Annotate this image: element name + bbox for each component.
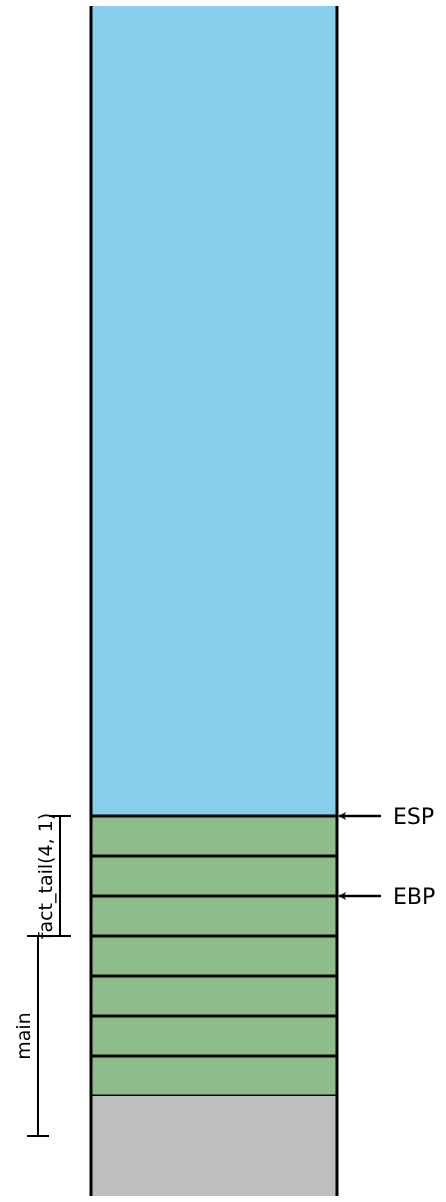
stack-slot <box>89 894 339 938</box>
fact-tail-frame-bracket: fact_tail(4, 1) <box>35 813 71 939</box>
stack-slot <box>89 854 339 898</box>
stack-slot <box>89 974 339 1018</box>
main-frame-label: main <box>13 1012 35 1059</box>
esp-pointer: ESP <box>338 805 434 830</box>
stack-slot <box>89 1054 339 1098</box>
esp-label: ESP <box>393 805 434 830</box>
stack-below-region <box>91 1096 337 1196</box>
stack-slot <box>89 934 339 978</box>
main-frame-bracket: main <box>13 935 49 1137</box>
stack-slot <box>89 1014 339 1058</box>
fact-tail-frame-label: fact_tail(4, 1) <box>35 813 57 939</box>
ebp-label: EBP <box>393 885 435 910</box>
stack-free-space <box>91 6 337 816</box>
ebp-pointer: EBP <box>338 885 435 910</box>
stack-slot <box>89 814 339 858</box>
stack-frame-slots <box>89 814 339 1098</box>
